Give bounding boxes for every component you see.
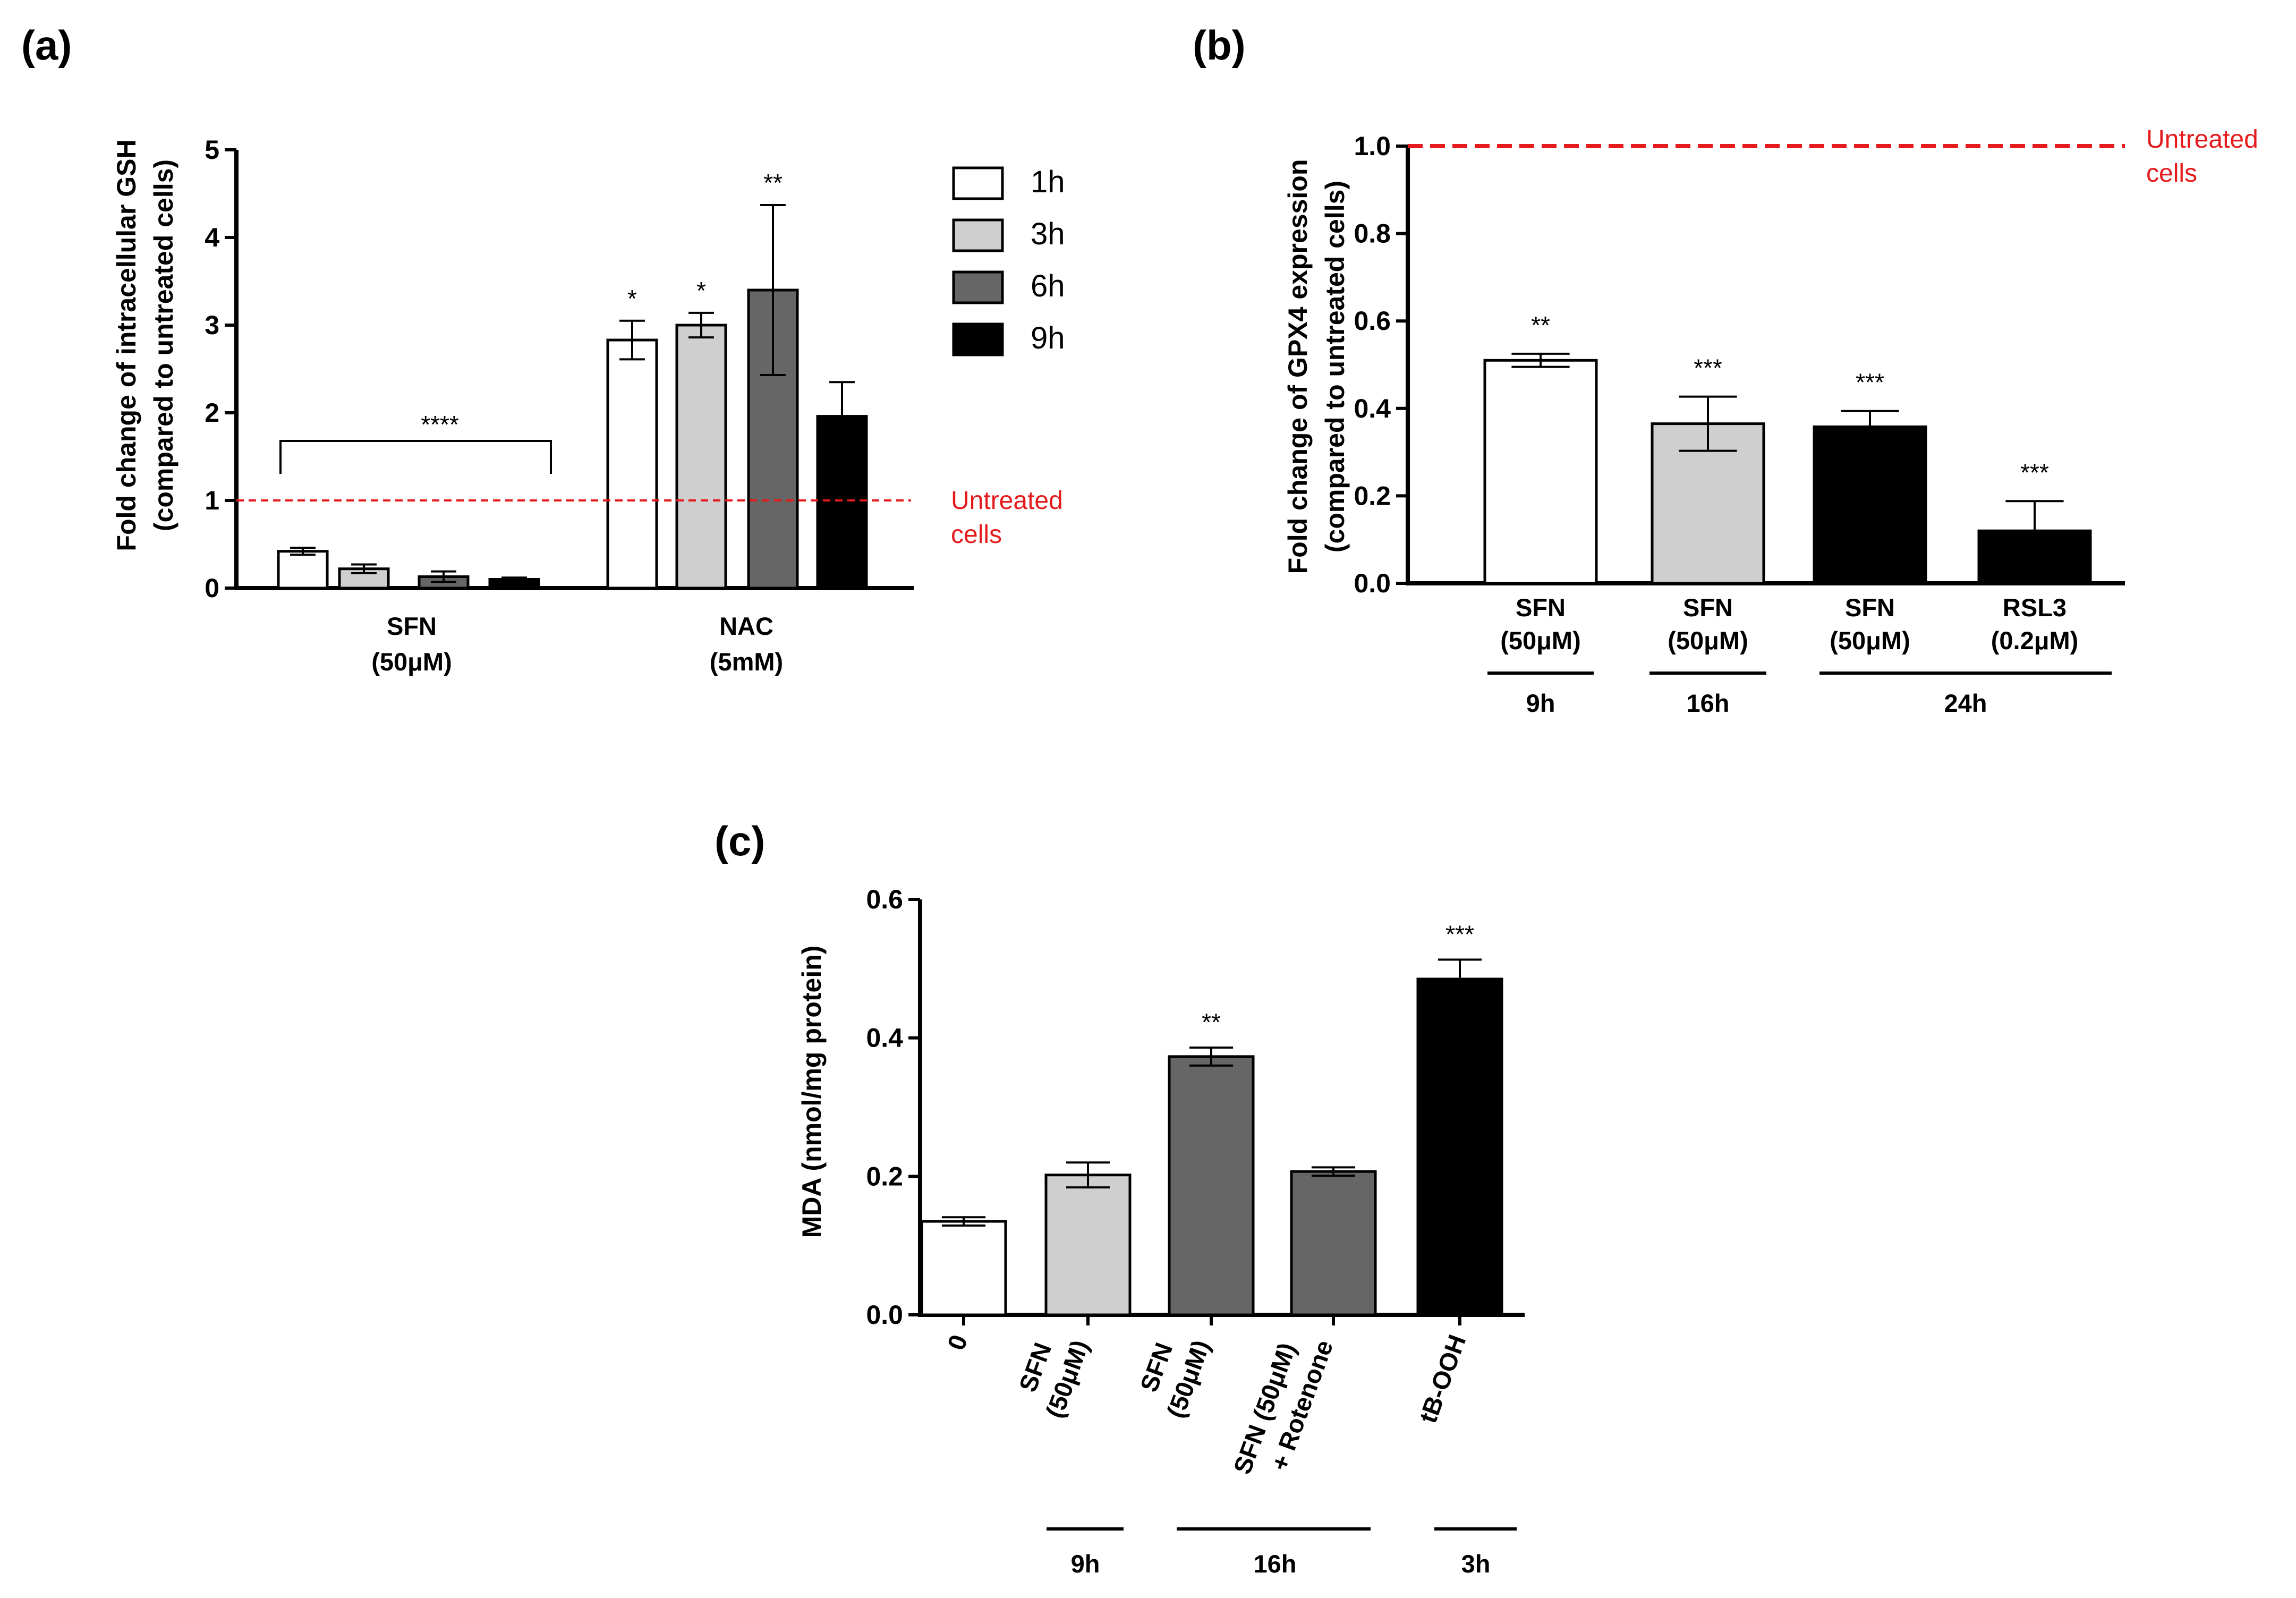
panel-b-stars-3: *** bbox=[2020, 458, 2049, 486]
panel-b-stars-0: ** bbox=[1531, 311, 1550, 339]
panel-b-bar2-label-line1: SFN bbox=[1683, 593, 1733, 622]
legend-swatch-1h bbox=[952, 166, 1004, 200]
panel-b-stars-2: *** bbox=[1856, 369, 1884, 396]
panel-b-bar2-label-line2: (50μM) bbox=[1668, 626, 1748, 654]
panel-c-y-tick-label-3: 0.6 bbox=[866, 885, 903, 914]
panel-c-bar-2 bbox=[1168, 1055, 1255, 1316]
panel-c-y-tick-label-2: 0.4 bbox=[866, 1023, 903, 1053]
panel-c-bar-1 bbox=[1044, 1174, 1132, 1316]
panel-c-bar-0 bbox=[920, 1220, 1007, 1316]
panel-a-reference-label-line1: Untreated bbox=[951, 487, 1063, 515]
panel-b-y-tick-label-0: 0.0 bbox=[1354, 568, 1391, 598]
panel-a-stars-3h-1: * bbox=[696, 277, 706, 304]
panel-b-bar-2 bbox=[1813, 425, 1927, 585]
panel-b-bar4-label-line1: RSL3 bbox=[2003, 593, 2067, 622]
panel-a-ylabel-line1: Fold change of intracellular GSH bbox=[112, 139, 141, 551]
panel-b-ylabel-line2: (compared to untreated cells) bbox=[1320, 181, 1350, 552]
panel-a-y-tick-label-4: 4 bbox=[205, 223, 219, 252]
panel-c-bar1-label: 0 bbox=[942, 1331, 973, 1354]
panel-a-stars-6h-1: ** bbox=[763, 169, 783, 197]
panel-a-y-tick-label-0: 0 bbox=[205, 573, 219, 603]
panel-b-y-tick-label-3: 0.6 bbox=[1354, 306, 1391, 336]
panel-b-y-tick-label-1: 0.2 bbox=[1354, 481, 1391, 511]
panel-c-stars-2: ** bbox=[1202, 1008, 1221, 1036]
panel-a-y-tick-label-1: 1 bbox=[205, 486, 219, 515]
panel-b-bar-3 bbox=[1977, 529, 2092, 585]
panel-c-time-label-3h: 3h bbox=[1461, 1550, 1491, 1578]
panel-a-y-tick-label-2: 2 bbox=[205, 398, 219, 428]
panel-c-time-label-9h: 9h bbox=[1071, 1550, 1100, 1578]
panel-b-bar1-label-line2: (50μM) bbox=[1500, 626, 1581, 654]
panel-a-y-tick-label-3: 3 bbox=[205, 310, 219, 340]
panel-b-label: (b) bbox=[1193, 22, 1246, 69]
panel-a-group-label-nac-line1: NAC bbox=[719, 612, 773, 640]
panel-b-bar3-label-line2: (50μM) bbox=[1830, 626, 1910, 654]
panel-a-label: (a) bbox=[21, 22, 72, 69]
panel-b-bar1-label-line1: SFN bbox=[1516, 593, 1566, 622]
panel-c-stars-4: *** bbox=[1445, 920, 1474, 948]
panel-a-bracket bbox=[279, 440, 552, 474]
panel-c-label: (c) bbox=[715, 818, 765, 864]
panel-b-bar4-label-line2: (0.2μM) bbox=[1991, 626, 2079, 654]
panel-a-bar-3h-0 bbox=[338, 567, 390, 590]
legend-swatch-9h bbox=[952, 322, 1004, 356]
panel-b-bar-0 bbox=[1483, 359, 1598, 585]
panel-a-bar-3h-1 bbox=[675, 324, 727, 590]
panel-b-y-tick-label-4: 0.8 bbox=[1354, 219, 1391, 249]
legend-swatch-6h bbox=[952, 270, 1004, 304]
panel-c-bar-4 bbox=[1416, 978, 1503, 1316]
panel-c-y-tick-label-0: 0.0 bbox=[866, 1300, 903, 1330]
panel-b-reference-label-line2: cells bbox=[2146, 159, 2197, 188]
panel-b-reference-label-line1: Untreated bbox=[2146, 125, 2258, 154]
panel-a-reference-label-line2: cells bbox=[951, 521, 1002, 549]
panel-c-y-tick-label-1: 0.2 bbox=[866, 1161, 903, 1191]
panel-c-ylabel: MDA (nmol/mg protein) bbox=[797, 946, 827, 1238]
panel-c: (c) 0.00.20.40.6***** MDA (nmol/mg prote… bbox=[715, 818, 1525, 1578]
panel-a-bar-1h-0 bbox=[277, 550, 329, 590]
panel-b-ylabel-line1: Fold change of GPX4 expression bbox=[1283, 159, 1313, 574]
panel-b-stars-1: *** bbox=[1694, 354, 1722, 382]
panel-a-y-tick-label-5: 5 bbox=[205, 135, 219, 165]
legend-label-9h: 9h bbox=[1031, 321, 1065, 355]
panel-a-bar-1h-1 bbox=[606, 338, 658, 590]
panel-a-group-label-sfn-line1: SFN bbox=[387, 612, 437, 640]
legend-label-6h: 6h bbox=[1031, 269, 1065, 303]
legend-label-1h: 1h bbox=[1031, 165, 1065, 199]
panel-b-y-tick-label-2: 0.4 bbox=[1354, 394, 1391, 423]
legend-label-3h: 3h bbox=[1031, 217, 1065, 251]
panel-a-ylabel-line2: (compared to untreated cells) bbox=[149, 159, 178, 531]
panel-b-time-label-16h: 16h bbox=[1687, 689, 1730, 717]
panel-c-time-label-16h: 16h bbox=[1254, 1550, 1297, 1578]
panel-a-bracket-stars: **** bbox=[421, 411, 459, 438]
panel-c-bar5-label: tB-OOH bbox=[1414, 1331, 1472, 1426]
panel-a-bar-9h-1 bbox=[816, 415, 868, 590]
panel-b-time-label-24h: 24h bbox=[1944, 689, 1987, 717]
panel-a-bar-9h-0 bbox=[488, 578, 540, 590]
panel-b: (b) 0.00.20.40.60.81.0*********** Fold c… bbox=[1193, 22, 2258, 717]
panel-a-stars-1h-1: * bbox=[627, 285, 637, 312]
panel-a-group-label-sfn-line2: (50μM) bbox=[371, 648, 452, 676]
panel-b-bar3-label-line1: SFN bbox=[1845, 593, 1895, 622]
panel-a-group-label-nac-line2: (5mM) bbox=[710, 648, 783, 676]
legend-swatch-3h bbox=[952, 218, 1004, 252]
panel-b-y-tick-label-5: 1.0 bbox=[1354, 131, 1391, 161]
panel-b-time-label-9h: 9h bbox=[1526, 689, 1555, 717]
panel-c-bar-3 bbox=[1290, 1170, 1377, 1316]
